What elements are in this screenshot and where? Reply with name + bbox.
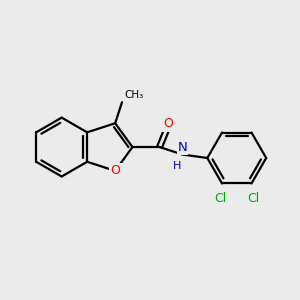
Text: O: O bbox=[163, 117, 173, 130]
Text: O: O bbox=[110, 164, 120, 177]
Text: Cl: Cl bbox=[247, 192, 259, 205]
Text: Cl: Cl bbox=[214, 192, 227, 205]
Text: CH₃: CH₃ bbox=[124, 90, 144, 100]
Text: N: N bbox=[178, 141, 188, 154]
Text: H: H bbox=[172, 161, 181, 171]
